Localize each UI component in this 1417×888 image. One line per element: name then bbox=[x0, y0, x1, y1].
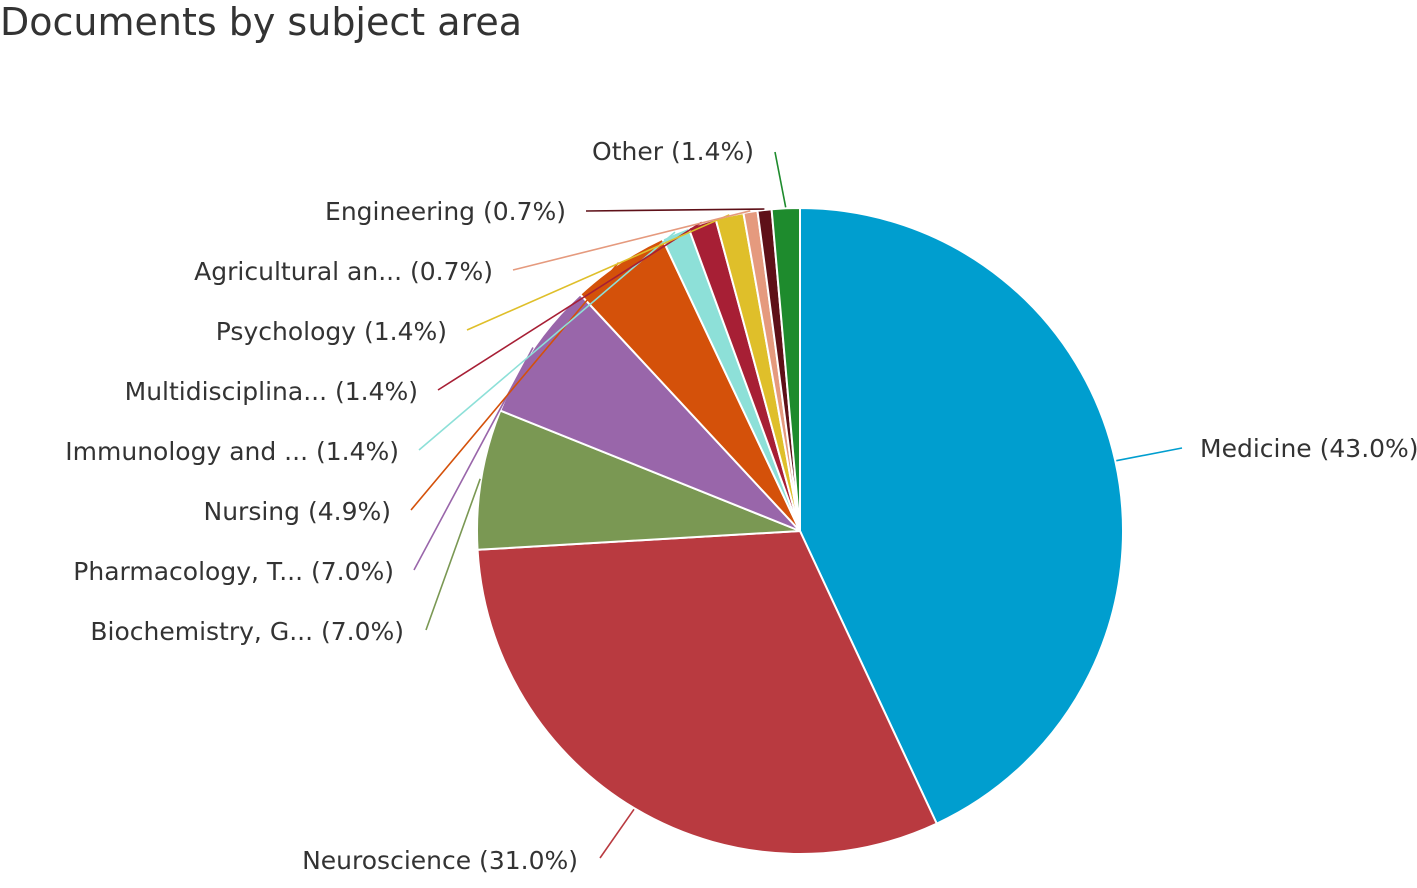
leader-line bbox=[437, 221, 703, 391]
slice-label: Agricultural an... (0.7%) bbox=[194, 257, 493, 286]
slice-label: Psychology (1.4%) bbox=[216, 317, 447, 346]
leader-line bbox=[599, 808, 635, 859]
leader-line bbox=[425, 478, 481, 631]
slice-label: Multidisciplina... (1.4%) bbox=[125, 377, 418, 406]
pie-slice[interactable] bbox=[476, 409, 801, 551]
slice-label: Other (1.4%) bbox=[592, 137, 754, 166]
leader-line bbox=[1116, 447, 1183, 462]
slice-label: Nursing (4.9%) bbox=[204, 497, 391, 526]
pie-slice[interactable] bbox=[799, 207, 1124, 825]
leader-line bbox=[774, 151, 787, 208]
pie-slice[interactable] bbox=[476, 530, 938, 855]
slice-label: Immunology and ... (1.4%) bbox=[65, 437, 399, 466]
chart-title: Documents by subject area bbox=[0, 0, 522, 44]
slice-label: Neuroscience (31.0%) bbox=[302, 846, 578, 875]
leader-line bbox=[410, 262, 620, 511]
slice-label: Biochemistry, G... (7.0%) bbox=[90, 617, 404, 646]
slice-label: Medicine (43.0%) bbox=[1200, 434, 1417, 463]
leader-line bbox=[585, 208, 765, 212]
leader-line bbox=[512, 210, 751, 271]
slice-label: Engineering (0.7%) bbox=[325, 197, 566, 226]
leader-line bbox=[466, 214, 730, 331]
leader-line bbox=[413, 347, 534, 571]
slice-label: Pharmacology, T... (7.0%) bbox=[73, 557, 394, 586]
pie-slice[interactable] bbox=[770, 207, 801, 532]
